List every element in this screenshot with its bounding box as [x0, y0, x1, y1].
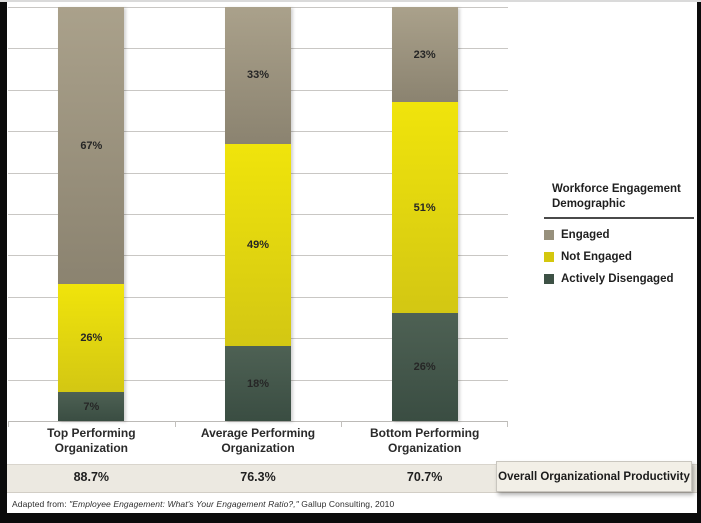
- axis-tick: [174, 421, 176, 427]
- axis-tick: [341, 421, 343, 427]
- segment-value-label: 67%: [80, 139, 103, 152]
- productivity-value: 70.7%: [406, 470, 443, 484]
- legend: Workforce Engagement Demographic Engaged…: [544, 182, 694, 285]
- gridline: [8, 421, 508, 422]
- legend-swatch-icon: [544, 230, 554, 240]
- legend-item-actively-disengaged: Actively Disengaged: [544, 273, 694, 285]
- segment-actively-disengaged: 18%: [225, 346, 291, 421]
- productivity-values: 88.7% 76.3% 70.7%: [8, 464, 508, 491]
- legend-item-engaged: Engaged: [544, 229, 694, 241]
- legend-item-not-engaged: Not Engaged: [544, 251, 694, 263]
- legend-swatch-icon: [544, 274, 554, 284]
- legend-label: Actively Disengaged: [561, 273, 674, 285]
- segment-value-label: 18%: [246, 377, 270, 390]
- slide-top-border: [0, 0, 701, 2]
- segment-value-label: 49%: [246, 239, 270, 252]
- citation-title: "Employee Engagement: What's Your Engage…: [69, 499, 299, 509]
- segment-engaged: 67%: [58, 7, 125, 285]
- segment-engaged: 33%: [225, 7, 291, 144]
- citation-prefix: Adapted from:: [12, 499, 70, 509]
- productivity-value: 88.7%: [73, 470, 110, 484]
- citation-suffix: Gallup Consulting, 2010: [298, 499, 395, 509]
- segment-value-label: 33%: [246, 69, 270, 82]
- legend-title: Workforce Engagement Demographic: [552, 183, 681, 210]
- plot-area: 7% 26% 67% 18% 49% 33% 26% 51% 23%: [8, 7, 508, 427]
- segment-not-engaged: 26%: [58, 284, 125, 393]
- segment-actively-disengaged: 26%: [391, 313, 458, 421]
- axis-tick: [507, 421, 508, 427]
- bar-average-performing-organization: 18% 49% 33%: [225, 7, 291, 421]
- productivity-title: Overall Organizational Productivity: [498, 470, 690, 483]
- segment-value-label: 26%: [413, 361, 436, 374]
- segment-not-engaged: 51%: [391, 102, 458, 314]
- segment-engaged: 23%: [391, 7, 458, 103]
- segment-value-label: 51%: [413, 201, 436, 214]
- segment-not-engaged: 49%: [225, 143, 291, 347]
- productivity-value: 76.3%: [240, 470, 276, 484]
- segment-value-label: 26%: [80, 332, 103, 345]
- productivity-title-box: Overall Organizational Productivity: [496, 461, 692, 492]
- slide-content: 7% 26% 67% 18% 49% 33% 26% 51% 23% Top Performin…: [7, 2, 697, 513]
- category-axis: Top Performing Organization Average Perfo…: [8, 426, 508, 462]
- bar-bottom-performing-organization: 26% 51% 23%: [391, 7, 458, 421]
- segment-value-label: 7%: [83, 400, 100, 413]
- bar-top-performing-organization: 7% 26% 67%: [58, 7, 125, 421]
- source-citation: Adapted from: "Employee Engagement: What…: [12, 499, 394, 509]
- segment-actively-disengaged: 7%: [58, 392, 125, 421]
- legend-items: Engaged Not Engaged Actively Disengaged: [544, 229, 694, 285]
- category-label-top-performing-organization: Top Performing Organization: [47, 426, 136, 455]
- axis-tick: [8, 421, 9, 427]
- legend-divider: [544, 217, 694, 219]
- legend-label: Engaged: [561, 229, 610, 241]
- legend-swatch-icon: [544, 252, 554, 262]
- category-label-average-performing-organization: Average Performing Organization: [200, 426, 316, 455]
- segment-value-label: 23%: [413, 48, 436, 61]
- legend-label: Not Engaged: [561, 251, 632, 263]
- category-label-bottom-performing-organization: Bottom Performing Organization: [369, 426, 480, 455]
